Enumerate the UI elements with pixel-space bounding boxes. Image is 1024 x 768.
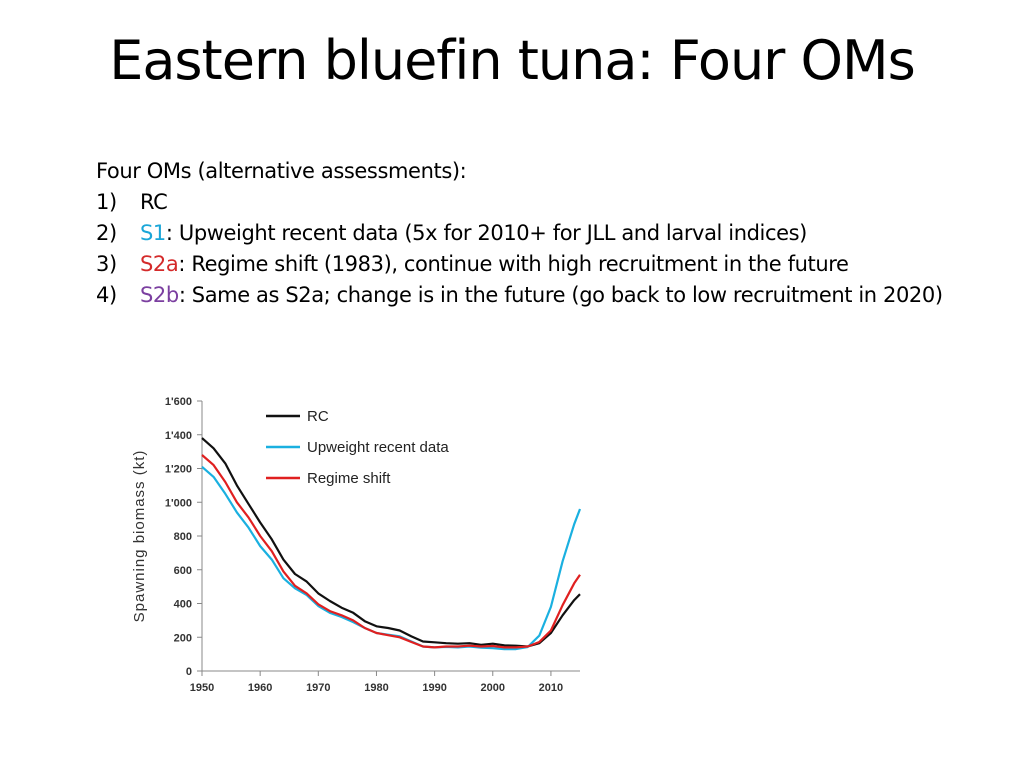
- y-axis-label: Spawning biomass (kt): [131, 450, 148, 623]
- list-item-number: 2): [96, 221, 117, 245]
- list-item-tag: S2a: [140, 252, 179, 276]
- list-item: 4) S2b: Same as S2a; change is in the fut…: [96, 280, 943, 311]
- legend-label: Regime shift: [307, 470, 391, 487]
- x-tick-label: 2010: [539, 682, 563, 694]
- list-item-text: : Same as S2a; change is in the future (…: [178, 283, 943, 307]
- x-tick-label: 1980: [364, 682, 388, 694]
- y-tick-label: 1'000: [165, 497, 192, 509]
- x-tick-label: 2000: [481, 682, 505, 694]
- list-item: 3) S2a: Regime shift (1983), continue wit…: [96, 249, 943, 280]
- list-item-tag: S1: [140, 221, 166, 245]
- list-item: 1) RC: [96, 187, 943, 218]
- series-line: [201, 465, 582, 651]
- y-tick-label: 200: [174, 632, 192, 644]
- x-tick-label: 1960: [248, 682, 272, 694]
- legend-label: RC: [307, 408, 329, 425]
- y-tick-label: 0: [186, 666, 192, 678]
- list-item-text: : Upweight recent data (5x for 2010+ for…: [165, 221, 807, 245]
- list-item-text: : Regime shift (1983), continue with hig…: [178, 252, 849, 276]
- y-tick-label: 1'600: [165, 396, 192, 408]
- list-item-tag: RC: [140, 190, 168, 214]
- list-item-number: 1): [96, 190, 117, 214]
- y-tick-label: 400: [174, 599, 192, 611]
- intro-text: Four OMs (alternative assessments):: [96, 159, 467, 183]
- y-tick-label: 1'200: [165, 464, 192, 476]
- x-tick-label: 1970: [306, 682, 330, 694]
- list-item-number: 4): [96, 283, 117, 307]
- y-tick-label: 1'400: [165, 430, 192, 442]
- y-tick-label: 800: [174, 531, 192, 543]
- om-list: 1) RC 2) S1: Upweight recent data (5x for 2…: [96, 187, 943, 311]
- slide-title: Eastern bluefin tuna: Four OMs: [109, 29, 916, 92]
- series-line: [201, 454, 581, 649]
- x-tick-label: 1990: [422, 682, 446, 694]
- y-tick-label: 600: [174, 565, 192, 577]
- legend-label: Upweight recent data: [307, 439, 449, 456]
- spawning-biomass-chart: 0 200 400 600 800 1'000 1'200 1'400 1'600 1950 196…: [131, 396, 582, 694]
- list-item-tag: S2b: [140, 283, 179, 307]
- x-tick-label: 1950: [190, 682, 214, 694]
- list-item-number: 3): [96, 252, 117, 276]
- body-text: Four OMs (alternative assessments): 1) RC…: [96, 156, 943, 311]
- list-item: 2) S1: Upweight recent data (5x for 2010+…: [96, 218, 943, 249]
